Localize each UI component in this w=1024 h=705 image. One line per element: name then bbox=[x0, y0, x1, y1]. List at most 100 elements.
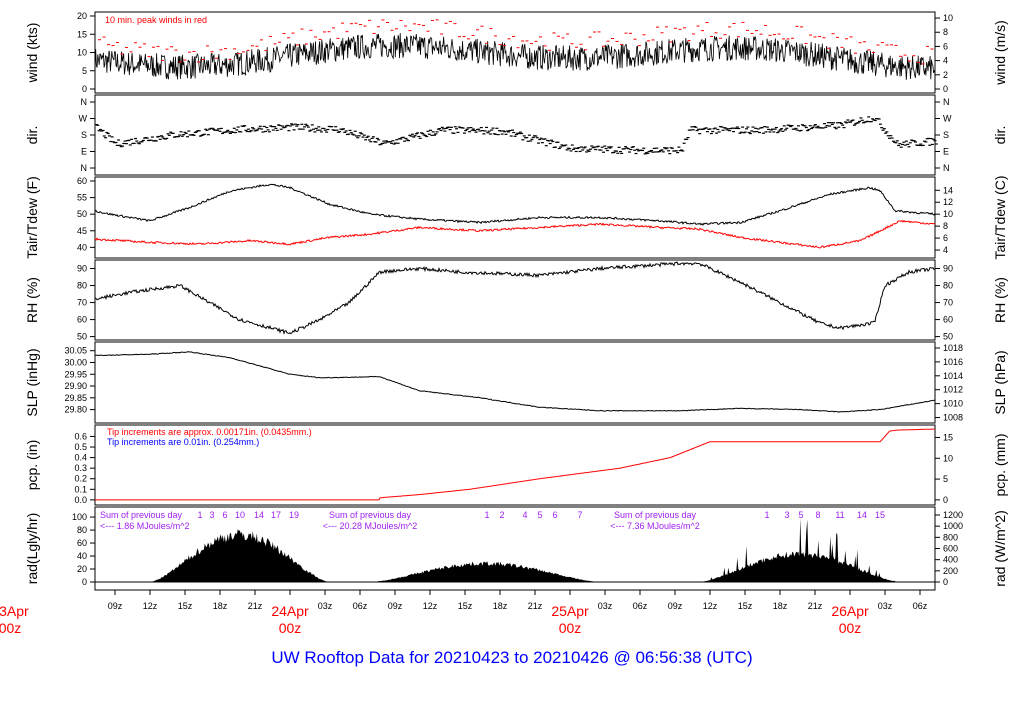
dir-point bbox=[309, 129, 313, 131]
rad-hour-mark: 1 bbox=[197, 510, 202, 520]
pcp-line bbox=[95, 428, 935, 501]
dir-point bbox=[908, 142, 912, 144]
dir-point bbox=[665, 147, 669, 149]
dir-point bbox=[917, 144, 921, 147]
dir-point bbox=[830, 123, 834, 126]
dir-point bbox=[839, 122, 843, 125]
dir-point bbox=[660, 149, 664, 151]
dir-point bbox=[481, 130, 485, 132]
dir-point bbox=[433, 134, 436, 136]
dir-point bbox=[704, 127, 708, 129]
dir-point bbox=[934, 143, 938, 145]
x-tick-label: 15z bbox=[178, 601, 193, 611]
dir-point bbox=[513, 135, 517, 137]
dir-point bbox=[921, 144, 925, 147]
dir-point bbox=[850, 120, 854, 122]
dir-point bbox=[150, 136, 154, 138]
dir-point bbox=[646, 152, 650, 155]
rh-tick-label-left: 70 bbox=[77, 298, 87, 308]
dir-point bbox=[725, 129, 729, 131]
slp-panel-frame bbox=[94, 341, 936, 424]
dir-point bbox=[526, 140, 530, 142]
dir-point bbox=[115, 144, 119, 147]
dir-point bbox=[794, 127, 798, 130]
dir-point bbox=[366, 135, 370, 137]
dir-point bbox=[776, 132, 780, 134]
dir-point bbox=[842, 126, 846, 129]
rad-tick-label-right: 400 bbox=[943, 555, 958, 565]
dir-point bbox=[322, 127, 326, 130]
dir-point bbox=[396, 142, 400, 144]
dir-point bbox=[643, 153, 647, 155]
dir-point bbox=[167, 134, 171, 136]
dir-point bbox=[858, 120, 862, 123]
dir-point bbox=[919, 143, 923, 145]
dir-point bbox=[286, 124, 290, 127]
dir-point bbox=[330, 126, 334, 128]
dir-point bbox=[724, 127, 728, 129]
dir-point bbox=[929, 137, 933, 140]
dir-point bbox=[383, 142, 387, 144]
wind-tick-label-left: 10 bbox=[77, 48, 87, 58]
pcp-panel-frame bbox=[94, 424, 936, 506]
dir-point bbox=[930, 143, 934, 146]
dir-point bbox=[890, 137, 894, 139]
dir-point bbox=[715, 132, 719, 134]
dir-point bbox=[708, 128, 712, 130]
dir-point bbox=[141, 139, 145, 142]
dir-point bbox=[270, 125, 274, 128]
dir-point bbox=[305, 124, 309, 127]
dir-point bbox=[787, 124, 791, 127]
dir-point bbox=[212, 128, 215, 130]
dir-point bbox=[219, 127, 223, 130]
dir-point bbox=[379, 143, 383, 145]
dir-point bbox=[755, 130, 759, 133]
pcp-note-blue: Tip increments are 0.01in. (0.254mm.) bbox=[107, 437, 259, 447]
dir-point bbox=[745, 128, 748, 130]
dir-point bbox=[353, 130, 357, 132]
dir-point bbox=[752, 131, 756, 133]
dir-point bbox=[421, 132, 425, 135]
dir-point bbox=[247, 128, 251, 130]
dir-point bbox=[849, 121, 852, 123]
dir-point bbox=[193, 131, 197, 133]
dir-point bbox=[603, 145, 607, 147]
dir-point bbox=[349, 132, 353, 134]
dir-point bbox=[453, 126, 457, 128]
dir-point bbox=[342, 128, 345, 130]
dir-point bbox=[208, 128, 212, 130]
rad-hour-mark: 3 bbox=[209, 510, 214, 520]
dir-point bbox=[841, 124, 845, 126]
dir-point bbox=[409, 135, 413, 137]
dir-point bbox=[434, 133, 438, 135]
dir-point bbox=[845, 122, 849, 124]
temp-tick-label-left: 45 bbox=[77, 226, 87, 236]
dir-point bbox=[105, 131, 109, 134]
dir-point bbox=[843, 121, 847, 123]
dir-point bbox=[746, 126, 750, 128]
dir-point bbox=[800, 124, 804, 126]
dir-point bbox=[550, 139, 553, 141]
dir-point bbox=[797, 125, 800, 127]
dir-point bbox=[599, 149, 603, 151]
rad-hour-mark: 1 bbox=[484, 510, 489, 520]
dir-point bbox=[559, 146, 563, 148]
dir-point bbox=[410, 133, 414, 135]
dir-point bbox=[343, 131, 347, 134]
rh-tick-label-left: 90 bbox=[77, 264, 87, 274]
dir-point bbox=[894, 142, 898, 144]
dir-point bbox=[417, 135, 421, 138]
x-date-hour-label: 00z bbox=[559, 620, 582, 636]
wind-tick-label-right: 4 bbox=[943, 56, 948, 66]
dir-point bbox=[283, 126, 287, 128]
x-tick-label: 09z bbox=[388, 601, 403, 611]
rad-daily-sum-label: Sum of previous day bbox=[329, 510, 412, 520]
dir-point bbox=[154, 140, 158, 142]
dir-point bbox=[674, 150, 678, 152]
wind-tick-label-right: 6 bbox=[943, 41, 948, 51]
wind-tick-label-left: 20 bbox=[77, 11, 87, 21]
dir-point bbox=[440, 126, 444, 128]
dir-point bbox=[539, 137, 543, 139]
x-date-hour-label: 00z bbox=[0, 620, 21, 636]
dir-point bbox=[716, 128, 720, 131]
